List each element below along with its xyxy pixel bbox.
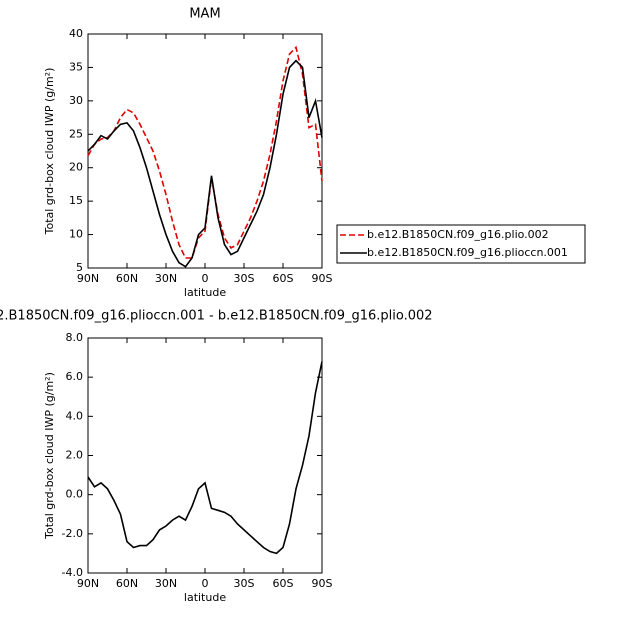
legend-label: b.e12.B1850CN.f09_g16.plio.002 [367,228,549,241]
y-tick-label: 15 [69,194,83,207]
y-tick-label: 20 [69,161,83,174]
plot-frame [87,33,323,269]
y-tick-label: 0.0 [66,488,84,501]
x-tick-label: 30S [234,272,255,285]
x-tick-label: 90N [77,272,99,285]
y-tick-label: 6.0 [66,370,84,383]
plot-frame [87,337,323,574]
data-line [87,361,323,555]
y-axis-label: Total grd-box cloud IWP (g/m²) [43,68,56,236]
x-tick-label: 0 [202,272,209,285]
y-tick-label: 35 [69,60,83,73]
x-tick-label: 90S [312,577,333,590]
x-tick-label: 30S [234,577,255,590]
x-tick-label: 60S [273,272,294,285]
x-axis-label: latitude [184,286,226,299]
y-tick-label: 30 [69,94,83,107]
y-tick-label: 25 [69,127,83,140]
x-tick-label: 60N [116,272,138,285]
y-tick-label: -4.0 [62,566,83,579]
chart-title: MAM [189,7,220,22]
y-axis-label: Total grd-box cloud IWP (g/m²) [43,372,56,540]
y-tick-label: 4.0 [66,409,84,422]
x-axis-label: latitude [184,591,226,604]
x-tick-label: 30N [155,577,177,590]
legend-box [336,224,586,264]
y-tick-label: 2.0 [66,449,84,462]
y-tick-label: -2.0 [62,527,83,540]
y-tick-label: 40 [69,27,83,40]
data-line [87,59,323,268]
data-line [87,45,323,259]
y-tick-label: 10 [69,228,83,241]
legend-label: b.e12.B1850CN.f09_g16.plioccn.001 [367,246,568,259]
x-tick-label: 90S [312,272,333,285]
x-tick-label: 30N [155,272,177,285]
x-tick-label: 0 [202,577,209,590]
x-tick-label: 60N [116,577,138,590]
x-tick-label: 60S [273,577,294,590]
y-tick-label: 8.0 [66,331,84,344]
x-tick-label: 90N [77,577,99,590]
chart-title: b.e12.B1850CN.f09_g16.plioccn.001 - b.e1… [0,309,433,324]
y-tick-label: 5 [76,261,83,274]
